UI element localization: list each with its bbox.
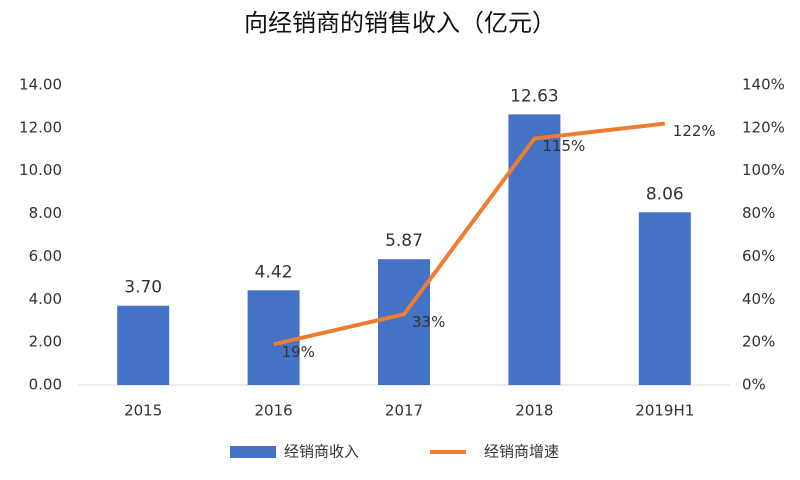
- x-tick-label: 2019H1: [635, 402, 694, 420]
- y-tick-label: 8.00: [29, 204, 62, 222]
- y-tick-label: 2.00: [29, 333, 62, 351]
- y-tick-label: 12.00: [19, 118, 62, 136]
- legend-label: 经销商收入: [284, 443, 359, 461]
- x-tick-label: 2018: [515, 402, 553, 420]
- y-tick-label: 14.00: [19, 76, 62, 94]
- legend-label: 经销商增速: [484, 443, 559, 461]
- y-tick-label: 0.00: [29, 376, 62, 394]
- value-label: 5.87: [385, 231, 423, 251]
- y2-tick-label: 120%: [742, 118, 785, 136]
- x-tick-label: 2017: [385, 402, 423, 420]
- bar: [638, 212, 691, 385]
- y2-tick-label: 140%: [742, 76, 785, 94]
- bar: [378, 259, 430, 385]
- y2-tick-label: 40%: [742, 290, 775, 308]
- y-tick-label: 10.00: [19, 161, 62, 179]
- chart-title: 向经销商的销售收入（亿元）: [244, 9, 556, 37]
- x-tick-label: 2015: [124, 402, 162, 420]
- y2-tick-label: 20%: [742, 333, 775, 351]
- line: [273, 121, 666, 347]
- y2-tick-label: 0%: [742, 376, 766, 394]
- value-label: 8.06: [646, 184, 684, 204]
- y2-tick-label: 100%: [742, 161, 785, 179]
- y2-tick-label: 60%: [742, 247, 775, 265]
- value-label: 3.70: [124, 278, 162, 298]
- value-label: 12.63: [510, 86, 559, 106]
- y-tick-label: 6.00: [29, 247, 62, 265]
- value-label: 115%: [542, 137, 585, 155]
- value-label: 19%: [282, 343, 315, 361]
- x-tick-label: 2016: [255, 402, 293, 420]
- bar: [117, 305, 170, 385]
- y-tick-label: 4.00: [29, 290, 62, 308]
- y2-tick-label: 80%: [742, 204, 775, 222]
- value-label: 4.42: [255, 262, 293, 282]
- value-label: 33%: [412, 313, 445, 331]
- legend-swatch: [230, 446, 276, 458]
- value-label: 122%: [673, 122, 716, 140]
- bar: [247, 290, 300, 385]
